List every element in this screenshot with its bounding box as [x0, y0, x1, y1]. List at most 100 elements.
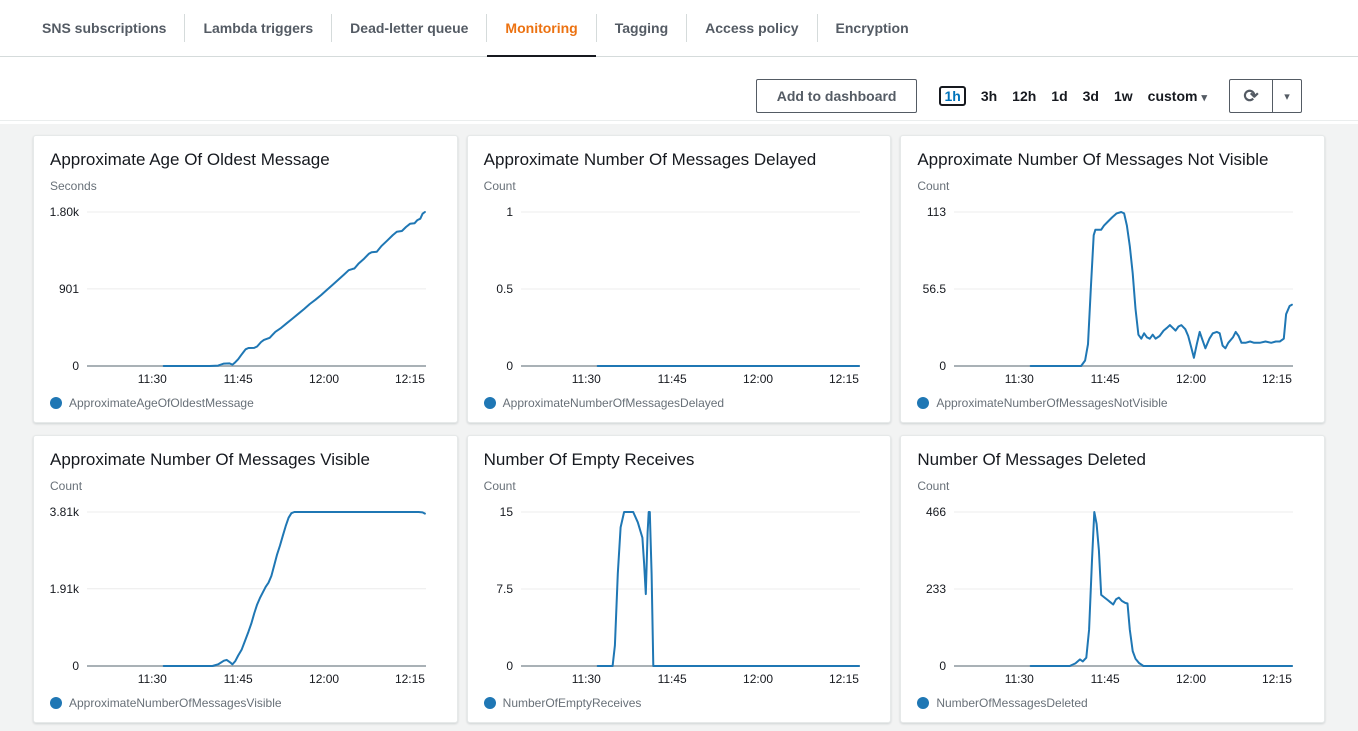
chart-card-approximate-number-of-messages-not-visible: Approximate Number Of Messages Not Visib… [900, 135, 1325, 423]
tab-encryption[interactable]: Encryption [818, 0, 927, 57]
chart-unit-label: Count [917, 179, 1308, 194]
legend-item[interactable]: ApproximateAgeOfOldestMessage [50, 396, 441, 410]
y-axis-tick-label: 0.5 [496, 282, 513, 296]
x-axis-tick-label: 11:45 [1091, 372, 1120, 386]
toolbar: Add to dashboard 1h 3h 12h 1d 3d 1w custom▾ ⟳ … [0, 57, 1358, 124]
legend-label: ApproximateAgeOfOldestMessage [69, 396, 254, 410]
chart-title: Number Of Messages Deleted [917, 448, 1308, 472]
y-axis-tick-label: 3.81k [50, 505, 80, 519]
time-range-group: 1h 3h 12h 1d 3d 1w custom▾ [939, 86, 1207, 106]
time-range-3d[interactable]: 3d [1083, 88, 1099, 104]
legend-item[interactable]: ApproximateNumberOfMessagesDelayed [484, 396, 875, 410]
y-axis-tick-label: 113 [927, 205, 946, 219]
y-axis-tick-label: 15 [499, 505, 513, 519]
chart-unit-label: Count [917, 479, 1308, 494]
x-axis-tick-label: 11:45 [1091, 672, 1120, 686]
tab-lambda-triggers[interactable]: Lambda triggers [185, 0, 331, 57]
x-axis-tick-label: 12:15 [1262, 372, 1292, 386]
chart-card-number-of-messages-deleted: Number Of Messages Deleted Count 466 233 0 11… [900, 435, 1325, 723]
refresh-button[interactable]: ⟳ [1229, 79, 1273, 113]
legend-item[interactable]: NumberOfMessagesDeleted [917, 696, 1308, 710]
tab-bar: SNS subscriptionsLambda triggersDead-let… [0, 0, 1358, 57]
y-axis-tick-label: 1.91k [50, 582, 80, 596]
x-axis-tick-label: 12:00 [743, 372, 773, 386]
x-axis-tick-label: 12:00 [1176, 672, 1206, 686]
x-axis-tick-label: 11:30 [1005, 372, 1034, 386]
legend-item[interactable]: NumberOfEmptyReceives [484, 696, 875, 710]
chart-title: Approximate Age Of Oldest Message [50, 148, 441, 172]
y-axis-tick-label: 0 [940, 659, 947, 673]
time-range-1d[interactable]: 1d [1051, 88, 1067, 104]
legend-label: NumberOfEmptyReceives [503, 696, 642, 710]
x-axis-tick-label: 12:00 [1176, 372, 1206, 386]
charts-grid: Approximate Age Of Oldest Message Seconds… [0, 124, 1358, 731]
y-axis-tick-label: 901 [59, 282, 79, 296]
x-axis-tick-label: 11:30 [571, 372, 600, 386]
x-axis-tick-label: 11:45 [224, 672, 253, 686]
add-to-dashboard-button[interactable]: Add to dashboard [756, 79, 918, 113]
tab-tagging[interactable]: Tagging [597, 0, 686, 57]
x-axis-tick-label: 12:15 [829, 672, 859, 686]
y-axis-tick-label: 233 [926, 582, 946, 596]
y-axis-tick-label: 0 [72, 359, 79, 373]
tab-access-policy[interactable]: Access policy [687, 0, 816, 57]
y-axis-tick-label: 56.5 [923, 282, 947, 296]
y-axis-tick-label: 0 [72, 659, 79, 673]
x-axis-tick-label: 11:45 [224, 372, 253, 386]
chart-card-approximate-number-of-messages-visible: Approximate Number Of Messages VisibleCo… [33, 435, 458, 723]
y-axis-tick-label: 0 [506, 359, 513, 373]
x-axis-tick-label: 12:15 [1262, 672, 1292, 686]
chart-plot[interactable]: 157.5011:3011:4512:0012:15 [484, 494, 876, 690]
legend-label: ApproximateNumberOfMessagesDelayed [503, 396, 724, 410]
y-axis-tick-label: 7.5 [496, 582, 513, 596]
chevron-down-icon: ▾ [1201, 92, 1207, 104]
x-axis-tick-label: 12:15 [395, 672, 425, 686]
x-axis-tick-label: 11:30 [138, 672, 167, 686]
chart-card-approximate-age-of-oldest-message: Approximate Age Of Oldest Message Seconds… [33, 135, 458, 423]
y-axis-tick-label: 1 [506, 205, 513, 219]
tab-monitoring[interactable]: Monitoring [487, 0, 595, 57]
chart-card-approximate-number-of-messages-delayed: Approximate Number Of Messages DelayedCo… [467, 135, 892, 423]
chart-title: Number Of Empty Receives [484, 448, 875, 472]
monitoring-page: SNS subscriptionsLambda triggersDead-let… [0, 0, 1358, 731]
x-axis-tick-label: 12:00 [309, 672, 339, 686]
x-axis-tick-label: 11:45 [657, 672, 686, 686]
legend-item[interactable]: ApproximateNumberOfMessagesNotVisible [917, 396, 1308, 410]
refresh-split-button: ⟳ ▾ [1229, 79, 1302, 113]
refresh-options-button[interactable]: ▾ [1272, 79, 1302, 113]
chart-plot[interactable]: 113 56.5 0 11:30 11:45 12:00 12:15 [917, 194, 1309, 390]
y-axis-tick-label: 466 [926, 505, 946, 519]
chart-unit-label: Count [484, 179, 875, 194]
chart-plot[interactable]: 10.5011:3011:4512:0012:15 [484, 194, 876, 390]
time-range-12h[interactable]: 12h [1012, 88, 1036, 104]
tab-dead-letter-queue[interactable]: Dead-letter queue [332, 0, 486, 57]
legend-swatch [484, 397, 496, 409]
time-range-1h[interactable]: 1h [939, 86, 965, 106]
x-axis-tick-label: 12:15 [395, 372, 425, 386]
chart-plot[interactable]: 3.81k 1.91k 0 11:30 11:45 12:00 12:15 [50, 494, 442, 690]
chart-card-number-of-empty-receives: Number Of Empty ReceivesCount157.5011:30… [467, 435, 892, 723]
time-range-3h[interactable]: 3h [981, 88, 997, 104]
x-axis-tick-label: 12:00 [309, 372, 339, 386]
y-axis-tick-label: 1.80k [50, 205, 80, 219]
x-axis-tick-label: 11:45 [657, 372, 686, 386]
x-axis-tick-label: 11:30 [1005, 672, 1034, 686]
legend-label: NumberOfMessagesDeleted [936, 696, 1087, 710]
legend-label: ApproximateNumberOfMessagesVisible [69, 696, 282, 710]
legend-swatch [50, 697, 62, 709]
chart-plot[interactable]: 1.80k901011:3011:4512:0012:15 [50, 194, 442, 390]
time-range-1w[interactable]: 1w [1114, 88, 1133, 104]
legend-label: ApproximateNumberOfMessagesNotVisible [936, 396, 1167, 410]
x-axis-tick-label: 11:30 [571, 672, 600, 686]
legend-item[interactable]: ApproximateNumberOfMessagesVisible [50, 696, 441, 710]
time-range-custom[interactable]: custom▾ [1148, 88, 1207, 104]
chart-plot[interactable]: 466 233 0 11:30 11:45 12:00 12:15 [917, 494, 1309, 690]
chart-unit-label: Seconds [50, 179, 441, 194]
legend-swatch [917, 697, 929, 709]
chevron-down-icon: ▾ [1284, 91, 1290, 103]
tab-sns-subscriptions[interactable]: SNS subscriptions [24, 0, 184, 57]
chart-unit-label: Count [50, 479, 441, 494]
refresh-icon: ⟳ [1243, 86, 1258, 107]
chart-title: Approximate Number Of Messages Not Visib… [917, 148, 1308, 172]
y-axis-tick-label: 0 [940, 359, 947, 373]
